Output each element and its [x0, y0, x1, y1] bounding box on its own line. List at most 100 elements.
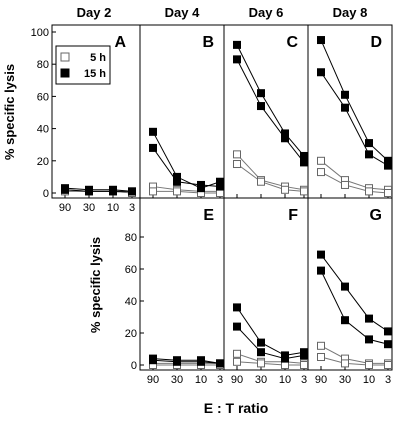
x-tick-label: 3 — [301, 374, 307, 386]
y-tick-label: 0 — [43, 188, 49, 200]
x-tick-label: 90 — [315, 374, 327, 386]
x-tick-label: 30 — [255, 374, 267, 386]
x-tick-label: 10 — [363, 374, 375, 386]
panel-G: G — [317, 207, 392, 369]
y-axis: 0 20 40 60 80 100 — [31, 27, 56, 200]
legend-label: 5 h — [90, 52, 106, 64]
y-axis: 0 20 40 60 80 — [125, 232, 144, 372]
filled-square-point — [216, 182, 224, 191]
filled-square-point — [149, 127, 157, 136]
x-tick-label: 10 — [195, 374, 207, 386]
y-tick-label: 20 — [37, 156, 49, 168]
open-square-point — [233, 160, 241, 169]
filled-square-point — [233, 40, 241, 49]
x-axis: 90 30 10 3 — [315, 366, 391, 386]
series-line — [153, 190, 220, 194]
series-line — [152, 359, 221, 364]
column-title: Day 2 — [77, 5, 112, 20]
x-tick-label: 30 — [339, 374, 351, 386]
filled-square-point — [365, 139, 373, 148]
filled-square-point — [317, 68, 325, 77]
x-tick-label: 30 — [83, 202, 95, 214]
filled-square-point — [197, 180, 205, 189]
x-tick-label: 10 — [279, 374, 291, 386]
y-tick-label: 100 — [31, 27, 49, 39]
panel-F: F — [233, 207, 308, 369]
x-tick-label: 90 — [231, 374, 243, 386]
panel-letter: E — [203, 207, 214, 224]
open-square-point — [317, 156, 325, 165]
open-square-point — [233, 349, 241, 358]
series-line — [152, 147, 221, 188]
y-tick-label: 20 — [125, 328, 137, 340]
panel-D: D — [317, 34, 392, 197]
x-axis: 90 30 10 3 — [231, 366, 307, 386]
filled-square-point — [384, 161, 392, 170]
filled-square-point — [281, 134, 289, 143]
open-square-point — [233, 357, 241, 366]
y-axis-title: % specific lysis — [88, 237, 103, 333]
filled-square-point — [216, 359, 224, 368]
y-tick-label: 80 — [37, 59, 49, 71]
filled-square-point — [257, 348, 265, 357]
filled-square-point — [365, 314, 373, 323]
x-axis — [320, 194, 389, 198]
legend-box — [55, 45, 111, 85]
filled-square-point — [197, 357, 205, 366]
panel-C: C — [233, 34, 308, 196]
open-square-point — [341, 180, 349, 189]
open-square-point — [317, 341, 325, 350]
column-titles: Day 2 Day 4 Day 6 Day 8 — [77, 5, 368, 20]
filled-square-point — [109, 187, 117, 196]
series-line — [320, 254, 389, 332]
y-tick-label: 0 — [131, 360, 137, 372]
series-line — [152, 186, 220, 192]
filled-square-point — [173, 357, 181, 366]
x-tick-label: 3 — [385, 374, 391, 386]
filled-square-point — [384, 340, 392, 349]
open-square-point — [233, 150, 241, 159]
y-axis-title: % specific lysis — [2, 64, 17, 160]
x-axis — [236, 194, 305, 198]
open-square-point — [173, 187, 181, 196]
x-tick-label: 30 — [171, 374, 183, 386]
filled-square-point — [281, 354, 289, 363]
panel-letter: D — [370, 34, 382, 51]
panel-B: B — [149, 34, 224, 197]
panel-letter: C — [286, 34, 298, 51]
series-line — [320, 345, 388, 364]
legend-label: 15 h — [84, 68, 106, 80]
filled-square-point — [317, 266, 325, 275]
column-title: Day 4 — [165, 5, 200, 20]
x-axis-title: E : T ratio — [204, 400, 269, 416]
x-tick-label: 3 — [129, 202, 135, 214]
x-axis: 90 30 10 3 — [59, 194, 135, 214]
filled-square-point — [257, 338, 265, 347]
x-tick-label: 3 — [217, 374, 223, 386]
filled-square-point — [384, 327, 392, 336]
open-square-point — [384, 189, 392, 197]
series-line — [236, 163, 305, 192]
series-line — [236, 44, 305, 157]
panel-E: E — [149, 207, 224, 369]
series-line — [320, 171, 389, 194]
legend-open-square — [60, 52, 70, 62]
series-line — [152, 131, 221, 189]
panel-letter: B — [202, 34, 214, 51]
series-line — [236, 361, 304, 366]
x-tick-label: 10 — [107, 202, 119, 214]
filled-square-point — [233, 55, 241, 64]
filled-square-point — [341, 90, 349, 99]
filled-square-point — [257, 102, 265, 111]
open-square-point — [300, 187, 308, 196]
series-line — [320, 71, 389, 167]
filled-square-point — [341, 282, 349, 291]
open-square-point — [341, 359, 349, 368]
series-line — [236, 59, 305, 163]
series-line — [320, 270, 389, 345]
filled-square-point — [233, 303, 241, 312]
column-title: Day 6 — [249, 5, 284, 20]
legend: 5 h 15 h — [55, 45, 111, 85]
filled-square-point — [149, 356, 157, 365]
